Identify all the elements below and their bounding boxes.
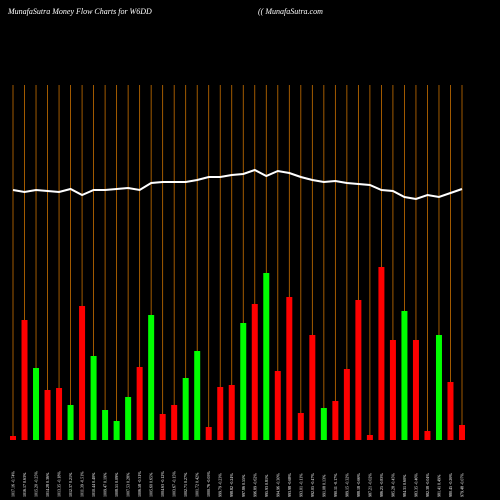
bar <box>194 351 201 440</box>
chart-title: MunafaSutra Money Flow Charts for W6DD <box>7 7 152 16</box>
x-tick-label: 984.31 0.60% <box>402 474 407 497</box>
bar <box>286 297 293 440</box>
bar <box>251 304 258 440</box>
bar <box>459 425 465 440</box>
bar <box>56 388 63 440</box>
bar <box>102 410 109 440</box>
bar <box>205 427 212 440</box>
x-tick-label: 1004.63 -0.12% <box>160 471 165 497</box>
x-tick-label: 996.89 -0.62% <box>252 473 257 497</box>
bar <box>412 340 419 440</box>
x-tick-label: 989.15 -0.32% <box>344 473 349 497</box>
x-tick-label: 1017.16 -0.74% <box>11 471 16 497</box>
x-tick-label: 979.48 -0.07% <box>460 473 465 497</box>
x-tick-label: 998.82 -0.24% <box>229 473 234 497</box>
x-tick-label: 1005.60 0.65% <box>149 472 154 497</box>
bar <box>297 413 304 440</box>
bar <box>113 421 120 440</box>
bar <box>228 385 235 440</box>
x-tick-label: 1008.51 0.09% <box>114 472 119 497</box>
x-tick-label: 1010.44 0.40% <box>91 472 96 497</box>
x-tick-label: 988.18 -0.66% <box>356 473 361 497</box>
bar <box>148 315 155 440</box>
bar <box>159 414 166 440</box>
bar <box>401 311 408 440</box>
bar <box>320 408 327 440</box>
bar <box>378 267 385 440</box>
x-tick-label: 990.11 -0.17% <box>333 473 338 497</box>
bar <box>44 390 51 440</box>
x-tick-label: 1015.20 -0.25% <box>34 471 39 497</box>
bar <box>309 335 316 440</box>
bar <box>366 435 373 440</box>
bar <box>240 323 247 440</box>
bar <box>332 401 339 440</box>
bar <box>355 300 362 440</box>
bar <box>343 369 350 440</box>
bar <box>136 367 143 440</box>
x-tick-label: 1006.58 -0.31% <box>137 471 142 497</box>
bar <box>182 378 189 440</box>
bar <box>171 405 178 440</box>
x-tick-label: 1011.39 -0.51% <box>80 471 85 497</box>
x-tick-label: 981.41 0.49% <box>436 474 441 497</box>
bar <box>447 382 454 440</box>
x-tick-label: 1001.72 0.42% <box>195 472 200 497</box>
x-tick-label: 983.35 -0.46% <box>413 473 418 497</box>
bar <box>125 397 132 440</box>
x-tick-label: 1016.17 0.63% <box>22 472 27 497</box>
bar <box>263 273 270 440</box>
x-tick-label: 986.25 -0.83% <box>379 473 384 497</box>
x-tick-label: 1002.71 0.27% <box>183 472 188 497</box>
x-tick-label: 1009.47 0.19% <box>103 472 108 497</box>
bar <box>21 320 28 440</box>
x-tick-label: 991.08 0.13% <box>321 474 326 497</box>
bar <box>274 371 281 440</box>
x-tick-label: 982.38 -0.04% <box>425 473 430 497</box>
bar <box>389 340 396 440</box>
x-tick-label: 1000.76 -0.05% <box>206 471 211 497</box>
x-tick-label: 980.45 -0.26% <box>448 473 453 497</box>
x-tick-label: 995.93 0.81% <box>264 474 269 497</box>
bar <box>424 431 431 440</box>
x-tick-label: 993.01 -0.11% <box>298 473 303 497</box>
bar <box>217 387 224 440</box>
bar <box>79 306 86 440</box>
x-tick-label: 1012.37 0.21% <box>68 472 73 497</box>
chart-subtitle: (( MunafaSutra.com <box>258 7 323 16</box>
x-tick-label: 994.96 -0.30% <box>275 473 280 497</box>
x-tick-label: 1003.67 -0.15% <box>172 471 177 497</box>
x-tick-label: 993.98 -0.68% <box>287 473 292 497</box>
bar <box>67 405 74 440</box>
price-line <box>12 168 463 201</box>
x-tick-label: 999.79 -0.23% <box>218 473 223 497</box>
x-tick-label: 985.28 -0.45% <box>390 473 395 497</box>
bar <box>90 356 97 440</box>
x-tick-label: 987.21 -0.02% <box>367 473 372 497</box>
x-tick-label: 1013.35 -0.18% <box>57 471 62 497</box>
x-tick-label: 997.86 0.55% <box>241 474 246 497</box>
x-tick-label: 992.05 -0.47% <box>310 473 315 497</box>
x-tick-label: 1007.53 0.28% <box>126 472 131 497</box>
bar <box>33 368 40 440</box>
bar <box>10 436 16 440</box>
x-tick-label: 1014.28 0.36% <box>45 472 50 497</box>
bar <box>435 335 442 440</box>
